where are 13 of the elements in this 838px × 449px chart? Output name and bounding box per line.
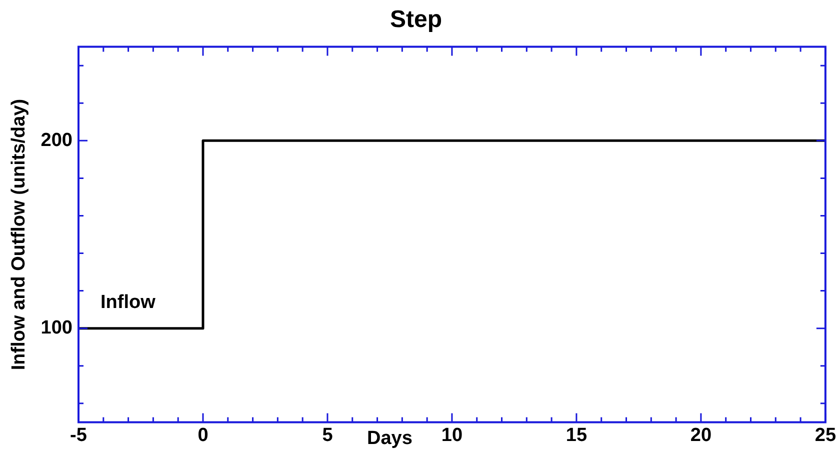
x-tick-label: -5 xyxy=(70,424,88,446)
y-axis-title: Inflow and Outflow (units/day) xyxy=(8,98,30,370)
y-tick-label: 100 xyxy=(40,318,72,339)
x-tick-label: 10 xyxy=(441,424,463,446)
x-tick-label: 5 xyxy=(322,424,334,446)
x-axis-title: Days xyxy=(367,428,412,449)
x-tick-label: 15 xyxy=(566,424,588,446)
x-tick-label: 25 xyxy=(814,424,836,446)
chart-title: Step xyxy=(390,6,442,34)
x-tick-label: 0 xyxy=(198,424,208,446)
y-tick-label: 200 xyxy=(40,130,72,151)
x-tick-label: 20 xyxy=(690,424,712,446)
series-label: Inflow xyxy=(100,292,156,314)
